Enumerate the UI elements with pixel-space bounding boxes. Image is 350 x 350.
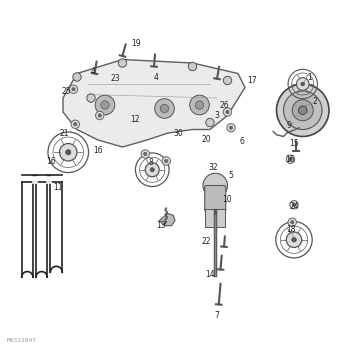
Circle shape <box>223 76 232 85</box>
Text: MX322947: MX322947 <box>7 338 37 343</box>
Circle shape <box>141 150 149 158</box>
FancyBboxPatch shape <box>205 209 225 227</box>
Text: 20: 20 <box>202 135 211 145</box>
Text: 7: 7 <box>215 310 219 320</box>
Circle shape <box>144 152 147 156</box>
Text: 3: 3 <box>215 111 219 120</box>
Circle shape <box>150 168 154 172</box>
Text: 1: 1 <box>307 72 312 82</box>
Text: 12: 12 <box>130 114 140 124</box>
Circle shape <box>292 237 296 242</box>
Text: 10: 10 <box>223 195 232 204</box>
Text: 26: 26 <box>219 100 229 110</box>
Circle shape <box>290 201 298 209</box>
Text: 5: 5 <box>229 170 233 180</box>
Circle shape <box>195 101 204 109</box>
Circle shape <box>226 110 229 114</box>
Text: 17: 17 <box>247 76 257 85</box>
Circle shape <box>118 59 127 67</box>
Circle shape <box>206 118 214 127</box>
Circle shape <box>286 232 302 247</box>
Circle shape <box>71 120 79 128</box>
Circle shape <box>188 62 197 71</box>
Circle shape <box>69 85 78 93</box>
Circle shape <box>145 163 159 177</box>
Text: 16: 16 <box>93 146 103 155</box>
Text: 30: 30 <box>174 128 183 138</box>
Text: 25: 25 <box>62 86 71 96</box>
FancyBboxPatch shape <box>205 186 226 212</box>
Circle shape <box>87 94 95 102</box>
Circle shape <box>288 218 296 226</box>
Circle shape <box>95 95 115 115</box>
Circle shape <box>227 124 235 132</box>
Text: 16: 16 <box>286 155 295 164</box>
Circle shape <box>66 150 71 155</box>
Text: 4: 4 <box>153 72 158 82</box>
Circle shape <box>164 159 168 163</box>
Circle shape <box>290 220 294 224</box>
Circle shape <box>203 173 228 198</box>
Circle shape <box>286 155 295 163</box>
Circle shape <box>72 88 75 91</box>
Text: 21: 21 <box>60 128 70 138</box>
Circle shape <box>60 144 77 161</box>
Circle shape <box>284 91 322 130</box>
Circle shape <box>299 106 307 114</box>
Circle shape <box>162 157 170 165</box>
Circle shape <box>276 84 329 136</box>
Circle shape <box>96 111 104 120</box>
Circle shape <box>223 108 232 116</box>
Text: 15: 15 <box>289 139 299 148</box>
Circle shape <box>98 114 102 117</box>
Text: 18: 18 <box>286 225 295 234</box>
Circle shape <box>101 101 109 109</box>
Text: 9: 9 <box>286 121 291 131</box>
Circle shape <box>73 73 81 81</box>
Text: 16: 16 <box>46 156 56 166</box>
Text: 8: 8 <box>148 158 153 167</box>
Text: 23: 23 <box>111 74 120 83</box>
Text: 6: 6 <box>239 137 244 146</box>
Circle shape <box>292 100 313 121</box>
Circle shape <box>301 82 304 86</box>
Circle shape <box>289 158 292 161</box>
Circle shape <box>74 122 77 126</box>
Circle shape <box>296 78 309 90</box>
Text: 2: 2 <box>313 97 317 106</box>
Polygon shape <box>63 60 245 147</box>
Text: 4: 4 <box>90 67 95 76</box>
Text: 24: 24 <box>289 202 299 211</box>
Text: 22: 22 <box>202 237 211 246</box>
Circle shape <box>292 203 296 206</box>
Circle shape <box>229 126 233 130</box>
Circle shape <box>190 95 209 115</box>
Circle shape <box>155 99 174 118</box>
Text: 14: 14 <box>205 270 215 279</box>
Text: 19: 19 <box>132 39 141 48</box>
Text: 13: 13 <box>156 221 166 230</box>
Text: 32: 32 <box>209 163 218 173</box>
Polygon shape <box>159 214 175 226</box>
Text: 11: 11 <box>53 183 63 192</box>
Circle shape <box>160 104 169 113</box>
